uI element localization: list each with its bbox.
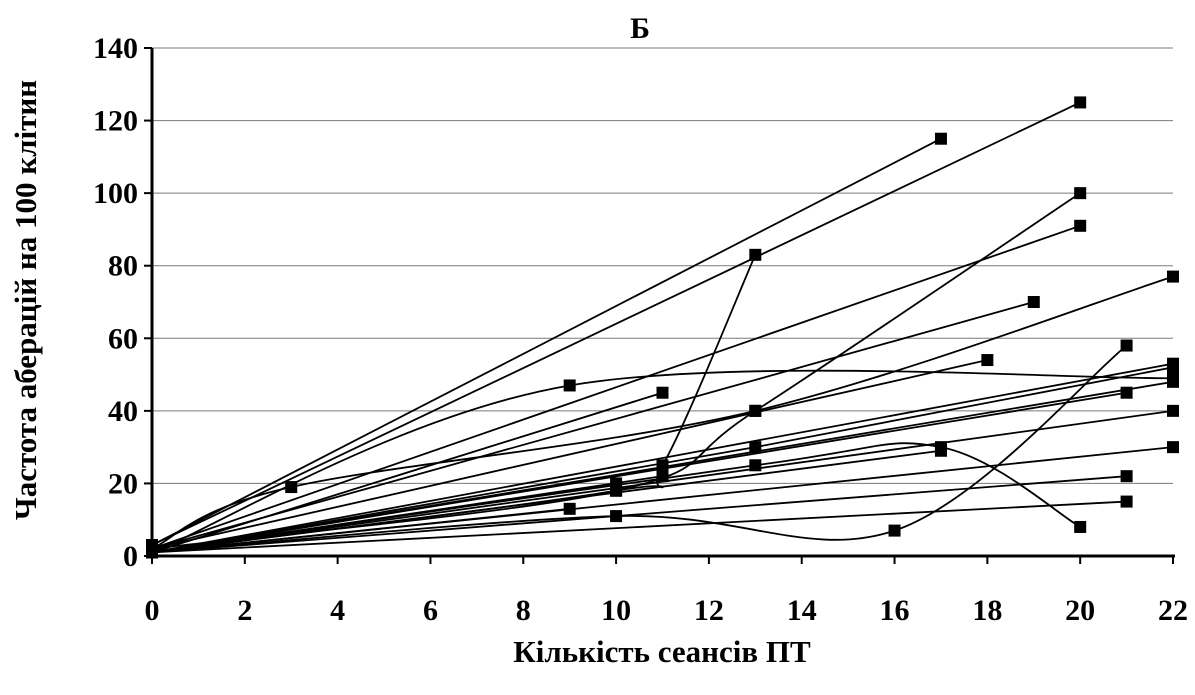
data-point-marker (656, 459, 669, 472)
series-line-1 (151, 137, 942, 546)
data-point-marker (1167, 361, 1179, 374)
y-axis-title: Частота аберацій на 100 клітин (8, 80, 43, 520)
x-tick-label: 14 (787, 594, 817, 627)
data-point-marker (656, 470, 669, 483)
series-line-5 (151, 275, 1174, 550)
y-tick-label: 0 (123, 540, 138, 573)
x-tick-label: 12 (694, 594, 724, 627)
data-point-marker (934, 132, 947, 145)
x-tick-label: 4 (330, 594, 345, 627)
series-line-11 (151, 362, 1174, 554)
x-tick-label: 18 (972, 594, 1002, 627)
y-tick-label: 60 (108, 322, 138, 355)
axes (150, 48, 1175, 558)
data-point-marker (1167, 441, 1179, 454)
y-tick-label: 140 (93, 32, 138, 65)
series-lines (151, 101, 1174, 554)
y-tick-label: 120 (93, 105, 138, 138)
data-point-marker (563, 379, 576, 392)
point-markers (146, 96, 1179, 559)
series-line-6 (151, 301, 1035, 550)
x-tick-label: 8 (516, 594, 531, 627)
y-tick-label: 20 (108, 467, 138, 500)
x-tick-label: 2 (237, 594, 252, 627)
data-point-marker (656, 386, 669, 399)
series-line-21 (151, 507, 570, 554)
data-point-marker (981, 354, 994, 367)
x-axis-title: Кількість сеансів ПТ (513, 634, 811, 669)
series-line-17 (151, 442, 1081, 554)
gridlines (152, 47, 1173, 484)
data-point-marker (146, 546, 158, 559)
series-line-4 (151, 224, 1081, 550)
data-point-marker (1074, 520, 1087, 533)
data-point-marker (1027, 296, 1040, 308)
data-point-marker (1167, 270, 1179, 283)
data-point-marker (285, 481, 298, 494)
x-tick-label: 10 (601, 594, 631, 627)
data-point-marker (610, 510, 623, 523)
series-line-14 (151, 391, 1127, 554)
data-point-marker (749, 459, 762, 472)
chart-title: Б (630, 12, 650, 45)
series-line-19 (151, 475, 1127, 554)
series-line-23 (151, 475, 663, 554)
x-tick-label: 22 (1158, 594, 1188, 627)
data-point-marker (1120, 470, 1133, 483)
data-point-marker (1167, 404, 1179, 417)
data-point-marker (610, 477, 623, 490)
data-point-marker (888, 524, 901, 537)
x-tick-label: 6 (423, 594, 438, 627)
series-line-20 (151, 500, 1127, 554)
series-line-7 (151, 359, 988, 550)
data-point-marker (1074, 219, 1087, 232)
data-point-marker (749, 248, 762, 261)
series-line-8 (151, 369, 1174, 554)
y-tick-label: 40 (108, 395, 138, 428)
data-point-marker (1167, 375, 1179, 388)
x-tick-label: 0 (145, 594, 160, 627)
series-line-9 (151, 391, 663, 554)
x-tick-label: 16 (880, 594, 910, 627)
y-tick-label: 80 (108, 250, 138, 283)
data-point-marker (563, 502, 576, 515)
data-point-marker (1074, 187, 1087, 200)
series-line-2 (151, 101, 1081, 546)
series-line-24 (151, 449, 942, 554)
data-point-marker (749, 404, 762, 417)
series-line-16 (151, 344, 1128, 554)
data-point-marker (1120, 386, 1133, 399)
data-point-marker (1074, 96, 1087, 109)
data-point-marker (934, 444, 947, 457)
data-point-marker (749, 441, 762, 454)
data-point-marker (1120, 339, 1133, 352)
tick-labels: 0 20 40 60 80 100 120 140 0 2 4 6 8 10 12 14 16 18 20 22 (93, 32, 1188, 627)
y-tick-label: 100 (93, 177, 138, 210)
data-point-marker (1120, 495, 1133, 508)
x-tick-label: 20 (1065, 594, 1095, 627)
